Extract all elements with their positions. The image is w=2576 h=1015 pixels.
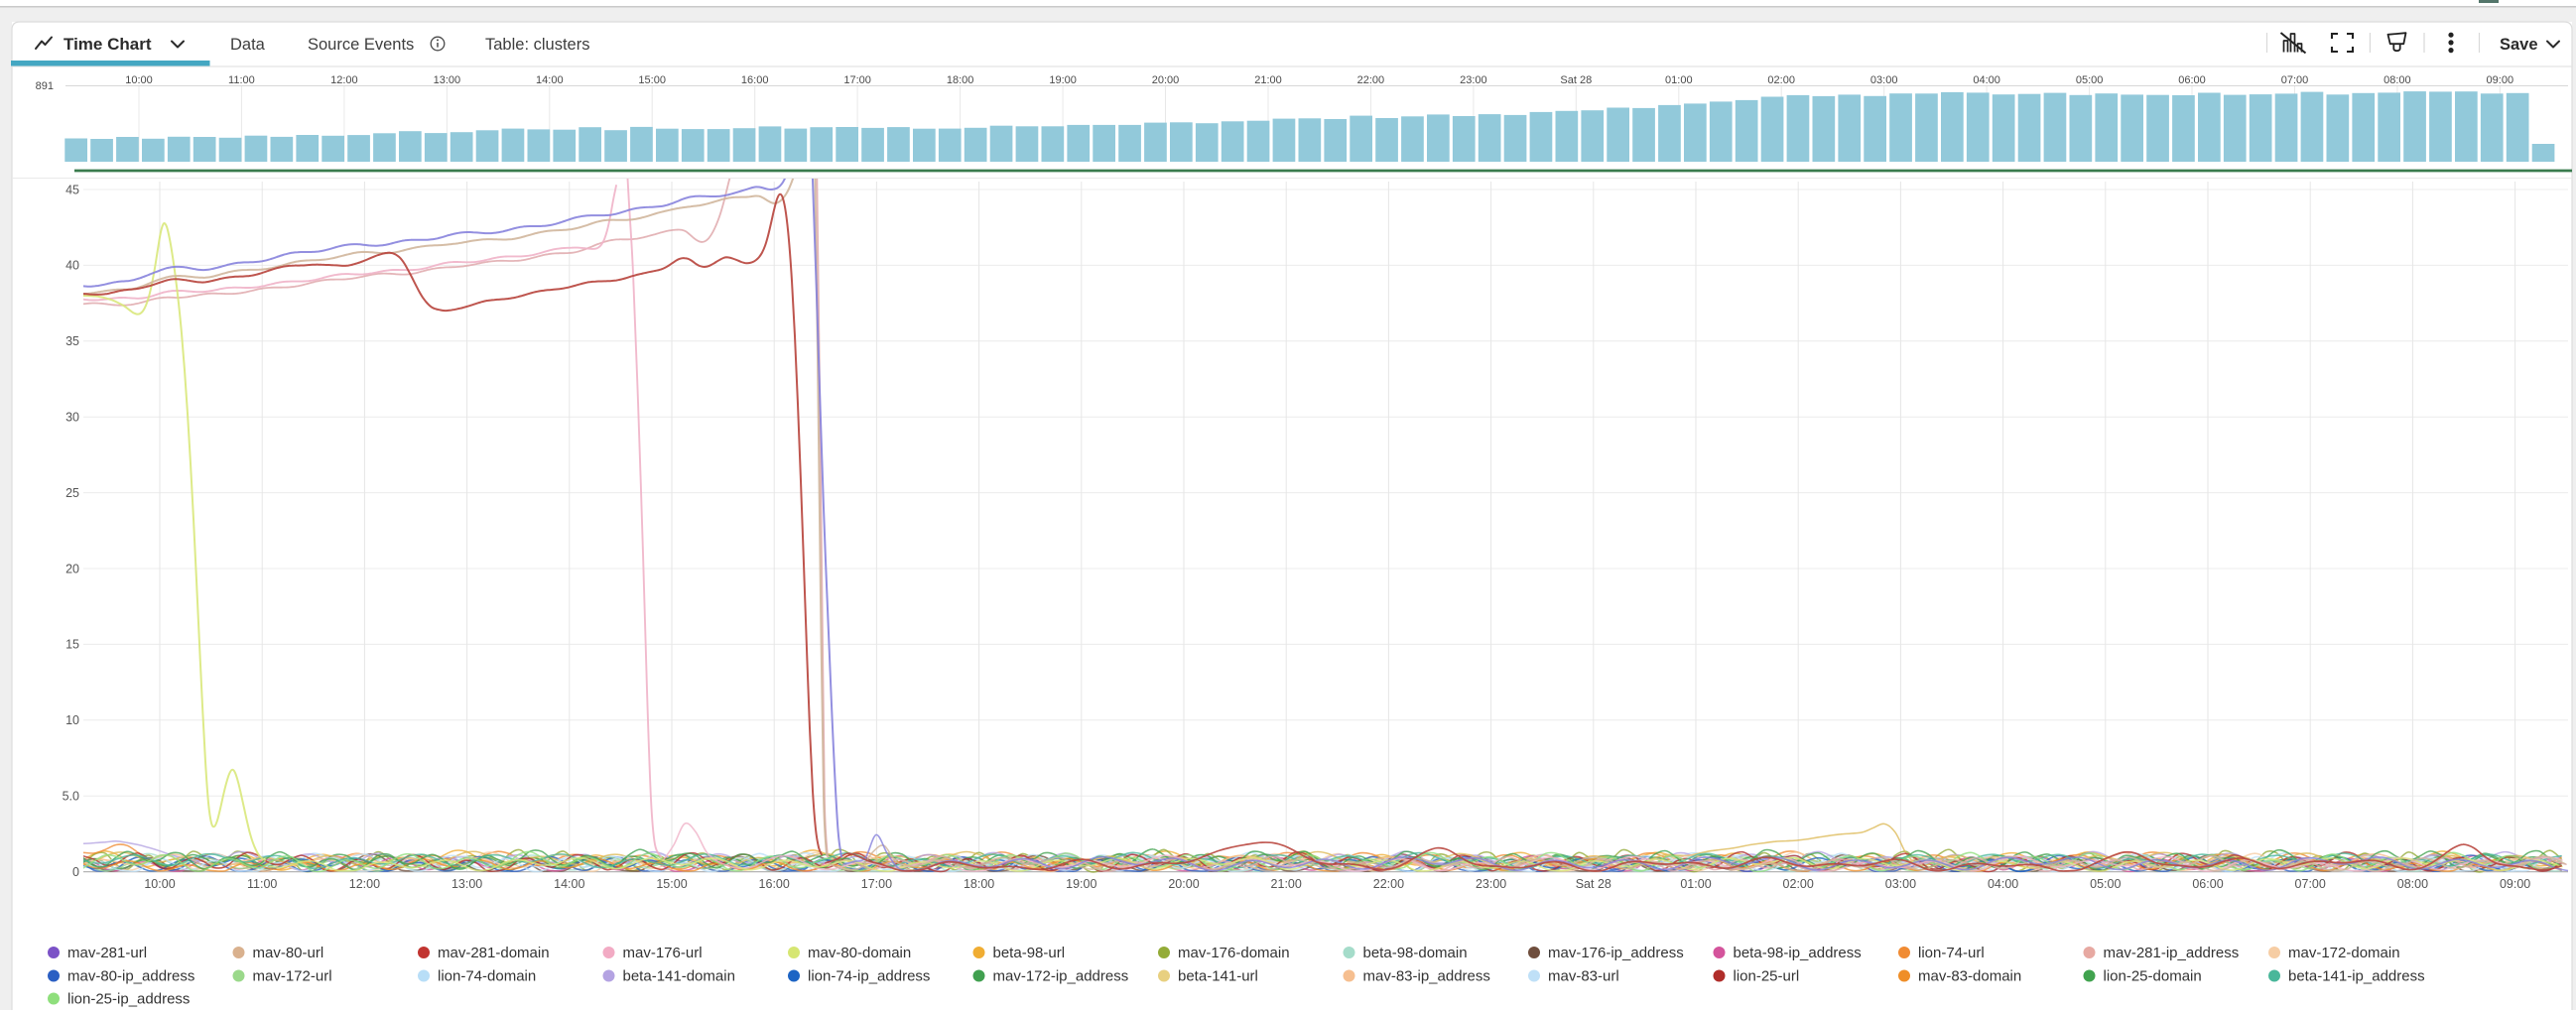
svg-text:mav-176-domain: mav-176-domain [1178, 945, 1290, 961]
svg-text:04:00: 04:00 [1973, 74, 2000, 86]
svg-text:16:00: 16:00 [741, 74, 769, 86]
svg-text:11:00: 11:00 [247, 877, 277, 891]
svg-text:mav-172-domain: mav-172-domain [2288, 945, 2400, 961]
svg-text:22:00: 22:00 [1357, 74, 1385, 86]
svg-text:lion-25-domain: lion-25-domain [2104, 968, 2202, 985]
svg-text:22:00: 22:00 [1373, 877, 1404, 891]
svg-text:beta-141-url: beta-141-url [1178, 968, 1258, 985]
svg-text:06:00: 06:00 [2178, 74, 2206, 86]
svg-text:45: 45 [65, 183, 79, 196]
svg-text:23:00: 23:00 [1460, 74, 1487, 86]
svg-text:05:00: 05:00 [2076, 74, 2104, 86]
svg-text:beta-98-url: beta-98-url [993, 945, 1066, 961]
svg-text:lion-74-domain: lion-74-domain [438, 968, 536, 985]
svg-text:40: 40 [65, 259, 79, 273]
svg-text:lion-25-url: lion-25-url [1734, 968, 1800, 985]
svg-text:mav-83-domain: mav-83-domain [1918, 968, 2021, 985]
svg-text:25: 25 [65, 486, 79, 500]
svg-text:15:00: 15:00 [656, 877, 687, 891]
svg-text:08:00: 08:00 [2397, 877, 2428, 891]
svg-text:mav-80-ip_address: mav-80-ip_address [67, 968, 194, 985]
svg-text:mav-281-ip_address: mav-281-ip_address [2104, 945, 2240, 961]
svg-text:11:00: 11:00 [228, 74, 255, 86]
svg-text:mav-172-ip_address: mav-172-ip_address [993, 968, 1129, 985]
svg-text:Save: Save [2500, 36, 2538, 54]
svg-text:01:00: 01:00 [1680, 877, 1711, 891]
svg-text:mav-83-url: mav-83-url [1548, 968, 1619, 985]
svg-text:30: 30 [65, 411, 79, 425]
svg-text:07:00: 07:00 [2295, 877, 2326, 891]
svg-text:Sat 28: Sat 28 [1576, 877, 1611, 891]
svg-text:12:00: 12:00 [349, 877, 380, 891]
svg-text:beta-98-ip_address: beta-98-ip_address [1734, 945, 1862, 961]
svg-text:mav-172-url: mav-172-url [253, 968, 332, 985]
svg-text:19:00: 19:00 [1049, 74, 1077, 86]
svg-text:20:00: 20:00 [1152, 74, 1180, 86]
svg-text:10:00: 10:00 [144, 877, 175, 891]
svg-text:mav-83-ip_address: mav-83-ip_address [1363, 968, 1490, 985]
svg-text:beta-141-domain: beta-141-domain [623, 968, 735, 985]
svg-text:mav-281-domain: mav-281-domain [438, 945, 550, 961]
svg-text:04:00: 04:00 [1988, 877, 2018, 891]
svg-text:21:00: 21:00 [1271, 877, 1302, 891]
svg-text:01:00: 01:00 [1665, 74, 1693, 86]
svg-text:15: 15 [65, 638, 79, 652]
svg-text:mav-80-url: mav-80-url [253, 945, 324, 961]
svg-text:mav-176-ip_address: mav-176-ip_address [1548, 945, 1684, 961]
svg-text:02:00: 02:00 [1783, 877, 1814, 891]
svg-text:10:00: 10:00 [125, 74, 153, 86]
svg-text:0: 0 [72, 865, 79, 879]
svg-text:Sat 28: Sat 28 [1560, 74, 1592, 86]
svg-text:13:00: 13:00 [451, 877, 482, 891]
svg-text:mav-281-url: mav-281-url [67, 945, 147, 961]
svg-text:06:00: 06:00 [2192, 877, 2223, 891]
svg-text:Data: Data [230, 36, 266, 54]
svg-text:18:00: 18:00 [947, 74, 974, 86]
svg-text:beta-98-domain: beta-98-domain [1363, 945, 1468, 961]
svg-text:02:00: 02:00 [1767, 74, 1795, 86]
svg-text:15:00: 15:00 [638, 74, 666, 86]
svg-text:35: 35 [65, 334, 79, 348]
svg-text:Table: clusters: Table: clusters [485, 36, 589, 54]
svg-text:beta-141-ip_address: beta-141-ip_address [2288, 968, 2425, 985]
svg-text:08:00: 08:00 [2383, 74, 2411, 86]
svg-text:18:00: 18:00 [964, 877, 994, 891]
svg-text:07:00: 07:00 [2281, 74, 2309, 86]
svg-text:20:00: 20:00 [1168, 877, 1199, 891]
svg-text:Source Events: Source Events [308, 36, 414, 54]
svg-text:03:00: 03:00 [1870, 74, 1898, 86]
svg-text:17:00: 17:00 [861, 877, 892, 891]
svg-text:lion-74-url: lion-74-url [1918, 945, 1985, 961]
svg-text:12:00: 12:00 [330, 74, 358, 86]
svg-text:13:00: 13:00 [434, 74, 461, 86]
svg-text:03:00: 03:00 [1885, 877, 1916, 891]
svg-text:16:00: 16:00 [759, 877, 790, 891]
svg-text:17:00: 17:00 [843, 74, 871, 86]
svg-text:19:00: 19:00 [1066, 877, 1096, 891]
svg-text:lion-25-ip_address: lion-25-ip_address [67, 991, 190, 1008]
svg-text:lion-74-ip_address: lion-74-ip_address [808, 968, 930, 985]
svg-text:Time Chart: Time Chart [64, 35, 152, 54]
svg-text:20: 20 [65, 562, 79, 575]
svg-text:05:00: 05:00 [2090, 877, 2121, 891]
svg-text:23:00: 23:00 [1476, 877, 1506, 891]
svg-text:mav-80-domain: mav-80-domain [808, 945, 911, 961]
svg-text:14:00: 14:00 [536, 74, 564, 86]
svg-text:21:00: 21:00 [1254, 74, 1282, 86]
svg-text:mav-176-url: mav-176-url [623, 945, 703, 961]
svg-text:09:00: 09:00 [2500, 877, 2530, 891]
svg-text:10: 10 [65, 713, 79, 727]
svg-text:14:00: 14:00 [554, 877, 584, 891]
svg-text:5.0: 5.0 [63, 790, 79, 804]
svg-text:891: 891 [36, 80, 54, 92]
svg-text:09:00: 09:00 [2487, 74, 2514, 86]
